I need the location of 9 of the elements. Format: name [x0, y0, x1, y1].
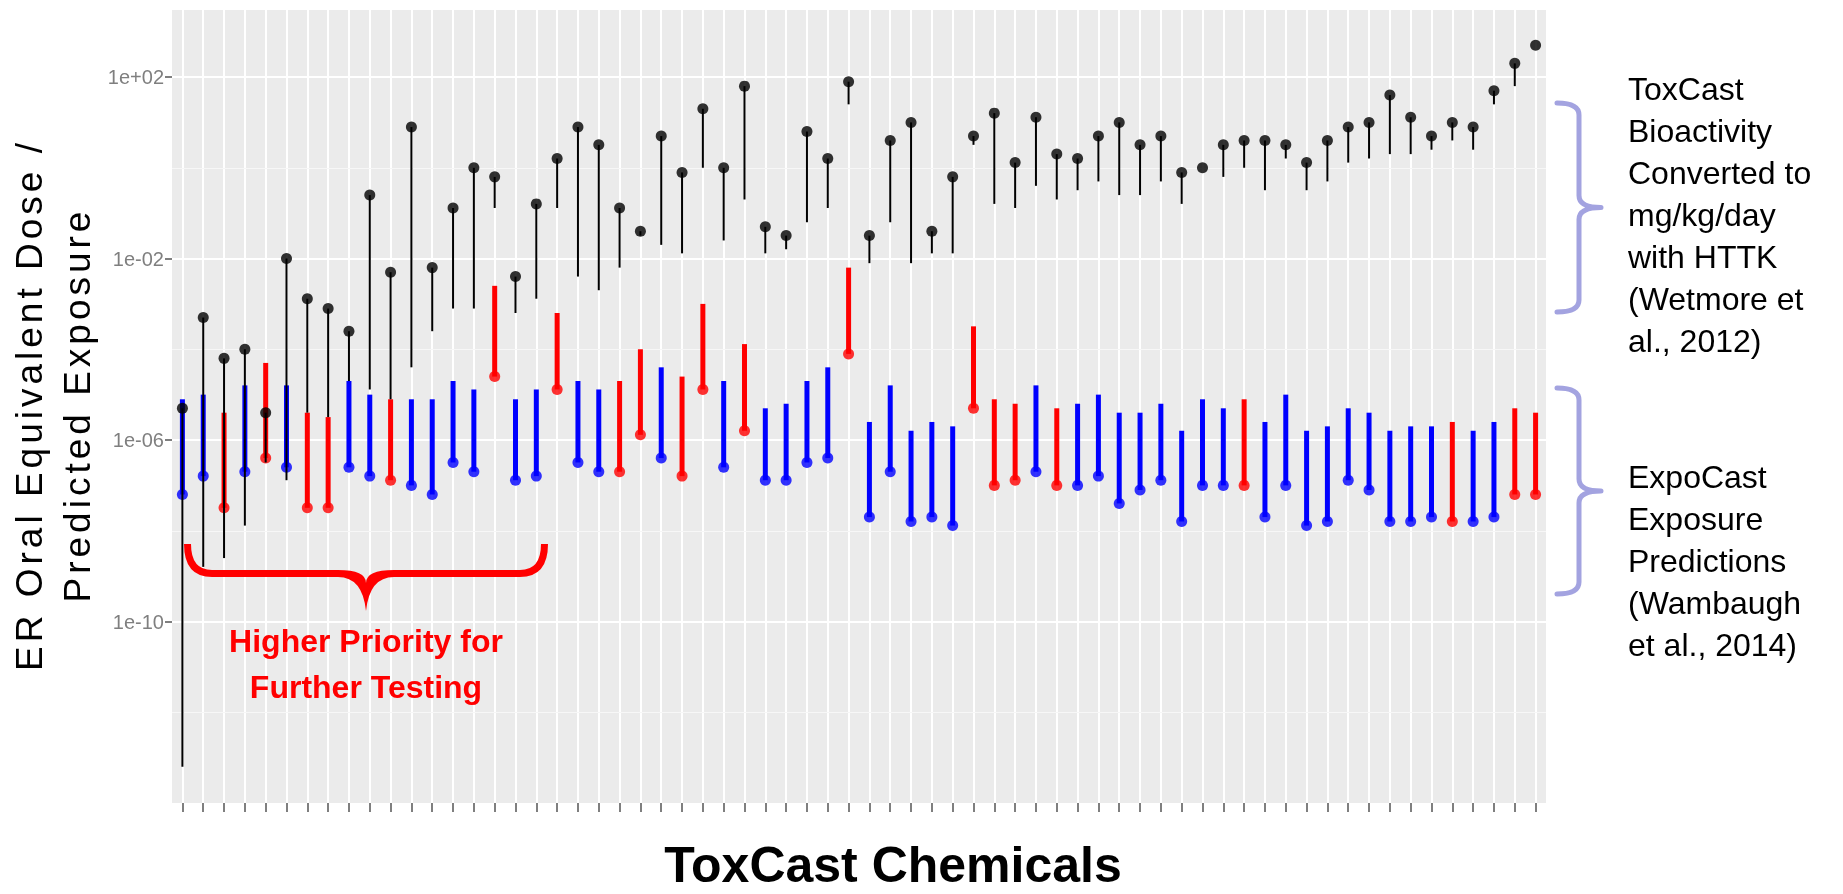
annotation: Higher Priority for Further Testing [228, 622, 504, 707]
y-tick-label: 1e-06 [112, 429, 164, 452]
y-tick-label: 1e-02 [112, 247, 164, 270]
x-axis-title: ToxCast Chemicals [663, 836, 1123, 894]
text: ExpoCast Exposure Predictions (Wambaugh et al., 2014) [1628, 458, 1803, 665]
text: ToxCast Bioactivity Converted to mg/kg/day with HTTK (Wetmore et al., 2012) [1628, 70, 1813, 361]
y-axis-title: ER Oral Equivalent Dose / Predicted Exposure [8, 138, 99, 673]
y-tick-label: 1e+02 [107, 66, 164, 89]
y-tick-label: 1e-10 [112, 610, 164, 633]
